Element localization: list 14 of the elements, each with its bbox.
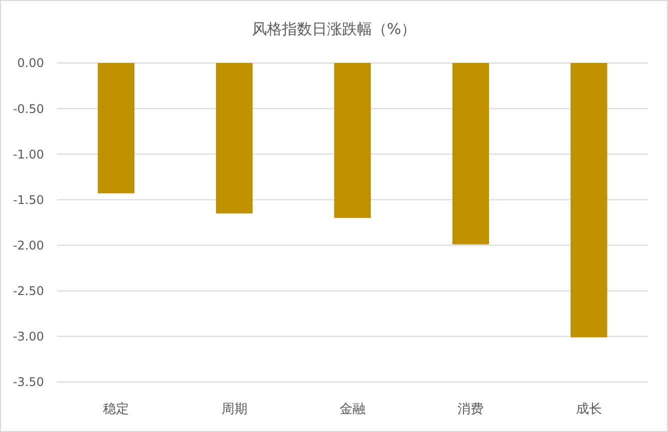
- x-tick-label: 稳定: [103, 402, 130, 417]
- x-tick-label: 消费: [458, 402, 484, 417]
- y-tick-label: -3.00: [12, 330, 44, 344]
- y-tick-label: -3.50: [12, 375, 44, 390]
- y-tick-label: -2.00: [12, 238, 44, 252]
- x-tick-label: 周期: [221, 402, 248, 417]
- y-tick-label: -2.50: [12, 284, 44, 298]
- chart-title: 风格指数日涨跌幅（%）: [252, 20, 416, 38]
- x-tick-label: 金融: [340, 402, 366, 417]
- y-tick-label: -1.00: [12, 147, 44, 162]
- y-tick-label: -1.50: [12, 192, 44, 207]
- y-tick-label: 0.00: [17, 56, 44, 70]
- x-tick-label: 成长: [576, 402, 602, 417]
- y-tick-label: -0.50: [12, 102, 44, 116]
